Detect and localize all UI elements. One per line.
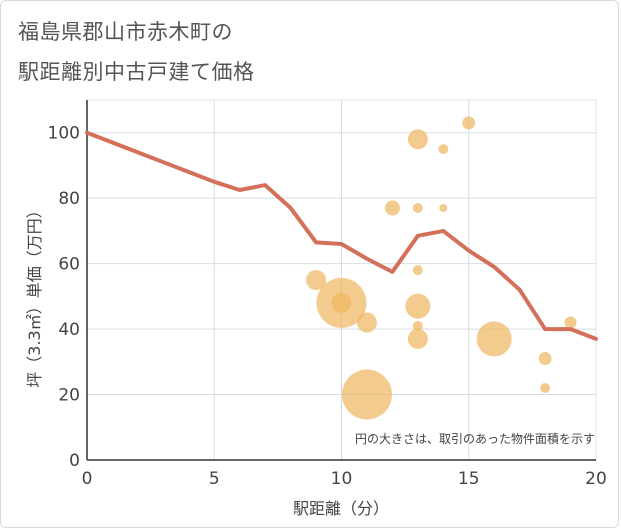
x-tick-label: 5 [209, 469, 220, 489]
tick-labels: 0 5 10 15 20 0 20 40 60 80 100 [48, 124, 607, 489]
data-bubble [407, 129, 428, 150]
y-tick-label: 100 [48, 124, 80, 144]
data-bubble [540, 383, 551, 393]
data-bubble [462, 116, 476, 130]
x-tick-label: 0 [82, 469, 93, 489]
data-bubble [356, 312, 377, 333]
y-axis-label: 坪（3.3㎡）単価（万円） [25, 202, 44, 387]
data-bubble [412, 203, 423, 213]
data-bubble [412, 320, 423, 331]
price-trend-line [85, 130, 598, 341]
data-bubble [439, 204, 448, 212]
y-tick-label: 0 [69, 451, 80, 471]
y-tick-label: 60 [58, 255, 80, 275]
x-tick-label: 20 [585, 469, 607, 489]
chart-title-line-2: 駅距離別中古戸建て価格 [18, 60, 255, 84]
data-bubble [407, 328, 428, 349]
data-bubble [438, 144, 449, 155]
data-bubble [476, 321, 512, 357]
x-tick-label: 10 [331, 469, 353, 489]
y-tick-label: 40 [58, 320, 80, 340]
x-tick-label: 15 [458, 469, 480, 489]
data-bubble [412, 265, 423, 276]
y-tick-label: 20 [58, 386, 80, 406]
y-tick-label: 80 [58, 189, 80, 209]
line-layer [85, 130, 598, 341]
data-bubble [538, 352, 552, 366]
bubble-layer [306, 116, 577, 420]
data-bubble [341, 369, 392, 420]
data-bubble [306, 270, 327, 290]
data-bubble [331, 292, 352, 313]
data-bubble [384, 200, 400, 216]
grid [86, 99, 597, 461]
data-bubble [564, 316, 577, 329]
data-bubble [405, 293, 431, 319]
bubble-size-note: 円の大きさは、取引のあった物件面積を示す [355, 431, 595, 446]
x-axis-label: 駅距離（分） [293, 499, 389, 518]
chart-title-line-1: 福島県郡山市赤木町の [18, 20, 233, 44]
